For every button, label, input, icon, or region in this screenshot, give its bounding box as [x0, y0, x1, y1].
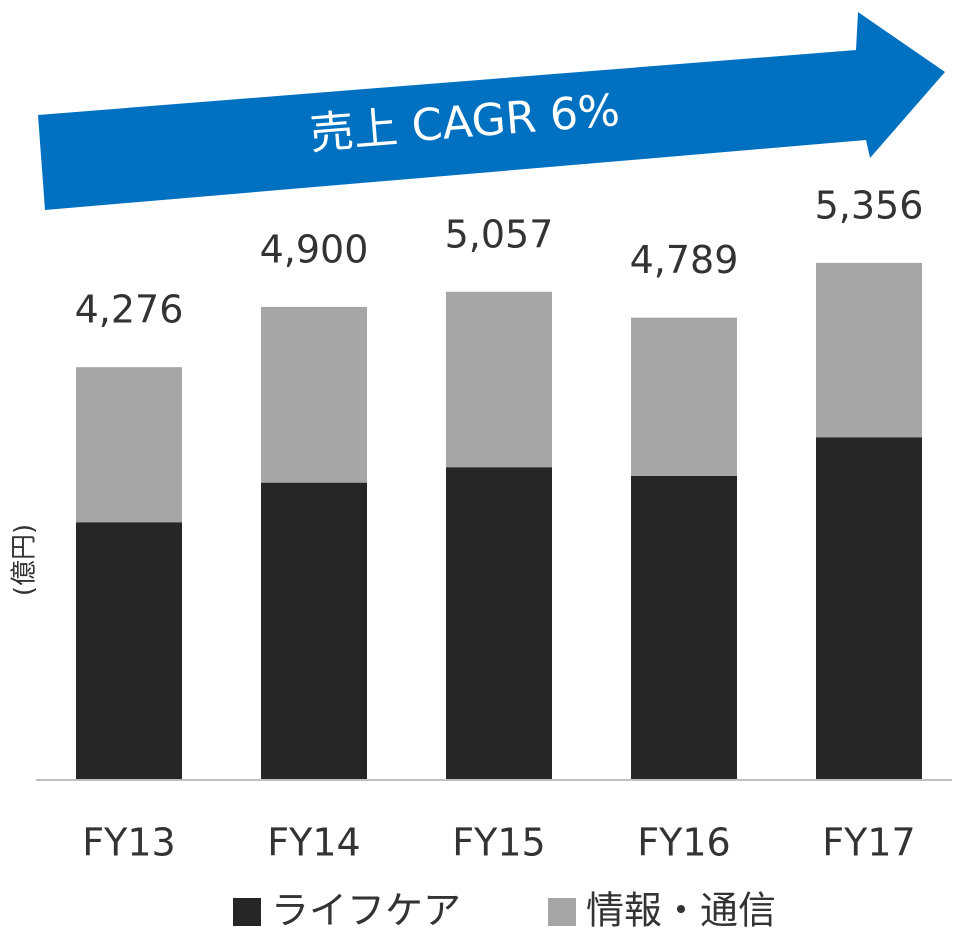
bar-segment	[446, 291, 552, 468]
total-label: 4,789	[630, 238, 739, 282]
x-tick-label: FY15	[452, 821, 545, 865]
total-label: 5,356	[815, 183, 924, 227]
legend-swatch	[233, 898, 261, 926]
total-label: 4,276	[75, 288, 184, 332]
total-label: 5,057	[445, 212, 554, 256]
bar-segment	[631, 475, 737, 780]
bar-segment	[631, 317, 737, 476]
x-tick-label: FY17	[822, 821, 915, 865]
total-label: 4,900	[260, 227, 369, 271]
legend-label: ライフケア	[271, 889, 461, 931]
bar-segment	[446, 467, 552, 780]
x-tick-label: FY14	[267, 821, 360, 865]
y-axis-label: (億円)	[10, 524, 40, 596]
bar-segment	[261, 482, 367, 780]
bar-segment	[76, 367, 182, 523]
bar-segment	[816, 437, 922, 780]
bar-segment	[76, 522, 182, 780]
x-tick-label: FY13	[82, 821, 175, 865]
bar-segment	[261, 306, 367, 483]
legend-swatch	[548, 898, 576, 926]
x-tick-label: FY16	[637, 821, 730, 865]
cagr-arrow	[38, 12, 945, 210]
bar-segment	[816, 262, 922, 438]
legend-label: 情報・通信	[586, 889, 776, 931]
